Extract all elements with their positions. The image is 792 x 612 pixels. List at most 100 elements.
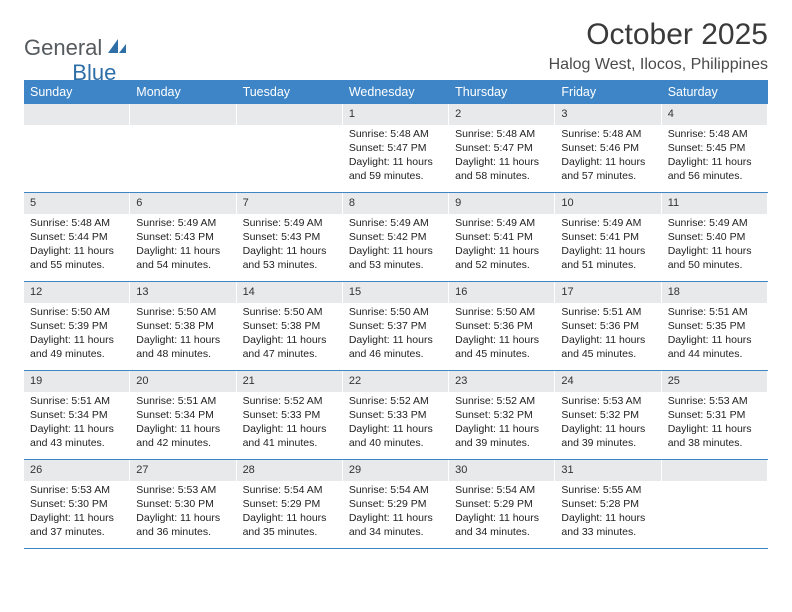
sunset-text: Sunset: 5:34 PM — [30, 408, 124, 422]
day-body: Sunrise: 5:49 AMSunset: 5:42 PMDaylight:… — [343, 214, 449, 279]
day-body: Sunrise: 5:52 AMSunset: 5:32 PMDaylight:… — [449, 392, 555, 457]
day-cell: 16Sunrise: 5:50 AMSunset: 5:36 PMDayligh… — [449, 282, 555, 370]
sunrise-text: Sunrise: 5:52 AM — [349, 394, 443, 408]
sunset-text: Sunset: 5:30 PM — [136, 497, 230, 511]
daylight-text: Daylight: 11 hours and 37 minutes. — [30, 511, 124, 539]
day-cell: 15Sunrise: 5:50 AMSunset: 5:37 PMDayligh… — [343, 282, 449, 370]
sunrise-text: Sunrise: 5:51 AM — [668, 305, 762, 319]
day-body: Sunrise: 5:50 AMSunset: 5:38 PMDaylight:… — [237, 303, 343, 368]
day-number: 13 — [130, 282, 236, 303]
day-body: Sunrise: 5:54 AMSunset: 5:29 PMDaylight:… — [343, 481, 449, 546]
sunrise-text: Sunrise: 5:48 AM — [349, 127, 443, 141]
weekday-header: Monday — [130, 80, 236, 104]
day-number: 5 — [24, 193, 130, 214]
day-number: 12 — [24, 282, 130, 303]
day-number: 8 — [343, 193, 449, 214]
daylight-text: Daylight: 11 hours and 45 minutes. — [455, 333, 549, 361]
day-cell: 14Sunrise: 5:50 AMSunset: 5:38 PMDayligh… — [237, 282, 343, 370]
sunrise-text: Sunrise: 5:49 AM — [243, 216, 337, 230]
week-row: 26Sunrise: 5:53 AMSunset: 5:30 PMDayligh… — [24, 460, 768, 549]
sunrise-text: Sunrise: 5:55 AM — [561, 483, 655, 497]
sunset-text: Sunset: 5:35 PM — [668, 319, 762, 333]
day-cell: 2Sunrise: 5:48 AMSunset: 5:47 PMDaylight… — [449, 104, 555, 192]
sunrise-text: Sunrise: 5:48 AM — [561, 127, 655, 141]
daylight-text: Daylight: 11 hours and 47 minutes. — [243, 333, 337, 361]
sunset-text: Sunset: 5:47 PM — [455, 141, 549, 155]
sunset-text: Sunset: 5:40 PM — [668, 230, 762, 244]
day-cell — [24, 104, 130, 192]
day-number: 18 — [662, 282, 768, 303]
sunset-text: Sunset: 5:28 PM — [561, 497, 655, 511]
sunset-text: Sunset: 5:42 PM — [349, 230, 443, 244]
sunrise-text: Sunrise: 5:50 AM — [349, 305, 443, 319]
sunrise-text: Sunrise: 5:54 AM — [455, 483, 549, 497]
sunset-text: Sunset: 5:47 PM — [349, 141, 443, 155]
sunset-text: Sunset: 5:38 PM — [243, 319, 337, 333]
daylight-text: Daylight: 11 hours and 34 minutes. — [349, 511, 443, 539]
day-body: Sunrise: 5:53 AMSunset: 5:30 PMDaylight:… — [130, 481, 236, 546]
sunset-text: Sunset: 5:45 PM — [668, 141, 762, 155]
day-number: 17 — [555, 282, 661, 303]
day-number: 2 — [449, 104, 555, 125]
daylight-text: Daylight: 11 hours and 51 minutes. — [561, 244, 655, 272]
daylight-text: Daylight: 11 hours and 39 minutes. — [455, 422, 549, 450]
daylight-text: Daylight: 11 hours and 40 minutes. — [349, 422, 443, 450]
day-body: Sunrise: 5:53 AMSunset: 5:30 PMDaylight:… — [24, 481, 130, 546]
sunset-text: Sunset: 5:31 PM — [668, 408, 762, 422]
day-number: 11 — [662, 193, 768, 214]
daylight-text: Daylight: 11 hours and 49 minutes. — [30, 333, 124, 361]
sunrise-text: Sunrise: 5:52 AM — [455, 394, 549, 408]
day-number: 14 — [237, 282, 343, 303]
week-row: 19Sunrise: 5:51 AMSunset: 5:34 PMDayligh… — [24, 371, 768, 460]
day-body: Sunrise: 5:49 AMSunset: 5:43 PMDaylight:… — [237, 214, 343, 279]
sunrise-text: Sunrise: 5:53 AM — [136, 483, 230, 497]
day-cell: 24Sunrise: 5:53 AMSunset: 5:32 PMDayligh… — [555, 371, 661, 459]
daylight-text: Daylight: 11 hours and 56 minutes. — [668, 155, 762, 183]
day-number: 23 — [449, 371, 555, 392]
sunset-text: Sunset: 5:29 PM — [243, 497, 337, 511]
day-body — [237, 125, 343, 185]
sunset-text: Sunset: 5:33 PM — [349, 408, 443, 422]
daylight-text: Daylight: 11 hours and 58 minutes. — [455, 155, 549, 183]
weekday-header: Friday — [555, 80, 661, 104]
day-number: 3 — [555, 104, 661, 125]
sunrise-text: Sunrise: 5:52 AM — [243, 394, 337, 408]
day-body: Sunrise: 5:48 AMSunset: 5:45 PMDaylight:… — [662, 125, 768, 190]
day-body — [662, 481, 768, 541]
sunrise-text: Sunrise: 5:51 AM — [136, 394, 230, 408]
day-cell: 9Sunrise: 5:49 AMSunset: 5:41 PMDaylight… — [449, 193, 555, 281]
day-number: 20 — [130, 371, 236, 392]
week-row: 5Sunrise: 5:48 AMSunset: 5:44 PMDaylight… — [24, 193, 768, 282]
day-body: Sunrise: 5:52 AMSunset: 5:33 PMDaylight:… — [343, 392, 449, 457]
daylight-text: Daylight: 11 hours and 57 minutes. — [561, 155, 655, 183]
sunset-text: Sunset: 5:36 PM — [561, 319, 655, 333]
daylight-text: Daylight: 11 hours and 50 minutes. — [668, 244, 762, 272]
sunrise-text: Sunrise: 5:49 AM — [668, 216, 762, 230]
sunset-text: Sunset: 5:43 PM — [243, 230, 337, 244]
header: General Blue October 2025 Halog West, Il… — [24, 18, 768, 74]
day-cell: 11Sunrise: 5:49 AMSunset: 5:40 PMDayligh… — [662, 193, 768, 281]
weekday-header-row: Sunday Monday Tuesday Wednesday Thursday… — [24, 80, 768, 104]
logo-text-general: General — [24, 35, 102, 61]
day-cell: 7Sunrise: 5:49 AMSunset: 5:43 PMDaylight… — [237, 193, 343, 281]
sunset-text: Sunset: 5:36 PM — [455, 319, 549, 333]
day-body: Sunrise: 5:48 AMSunset: 5:47 PMDaylight:… — [449, 125, 555, 190]
day-body: Sunrise: 5:49 AMSunset: 5:43 PMDaylight:… — [130, 214, 236, 279]
day-cell: 20Sunrise: 5:51 AMSunset: 5:34 PMDayligh… — [130, 371, 236, 459]
day-cell: 22Sunrise: 5:52 AMSunset: 5:33 PMDayligh… — [343, 371, 449, 459]
sunrise-text: Sunrise: 5:49 AM — [455, 216, 549, 230]
day-body: Sunrise: 5:50 AMSunset: 5:36 PMDaylight:… — [449, 303, 555, 368]
day-body: Sunrise: 5:55 AMSunset: 5:28 PMDaylight:… — [555, 481, 661, 546]
day-body: Sunrise: 5:49 AMSunset: 5:40 PMDaylight:… — [662, 214, 768, 279]
sunrise-text: Sunrise: 5:48 AM — [455, 127, 549, 141]
day-number: 9 — [449, 193, 555, 214]
daylight-text: Daylight: 11 hours and 45 minutes. — [561, 333, 655, 361]
day-cell: 6Sunrise: 5:49 AMSunset: 5:43 PMDaylight… — [130, 193, 236, 281]
daylight-text: Daylight: 11 hours and 55 minutes. — [30, 244, 124, 272]
day-body: Sunrise: 5:49 AMSunset: 5:41 PMDaylight:… — [449, 214, 555, 279]
sunrise-text: Sunrise: 5:51 AM — [30, 394, 124, 408]
day-body: Sunrise: 5:50 AMSunset: 5:39 PMDaylight:… — [24, 303, 130, 368]
sunset-text: Sunset: 5:34 PM — [136, 408, 230, 422]
sunset-text: Sunset: 5:37 PM — [349, 319, 443, 333]
day-number: 15 — [343, 282, 449, 303]
